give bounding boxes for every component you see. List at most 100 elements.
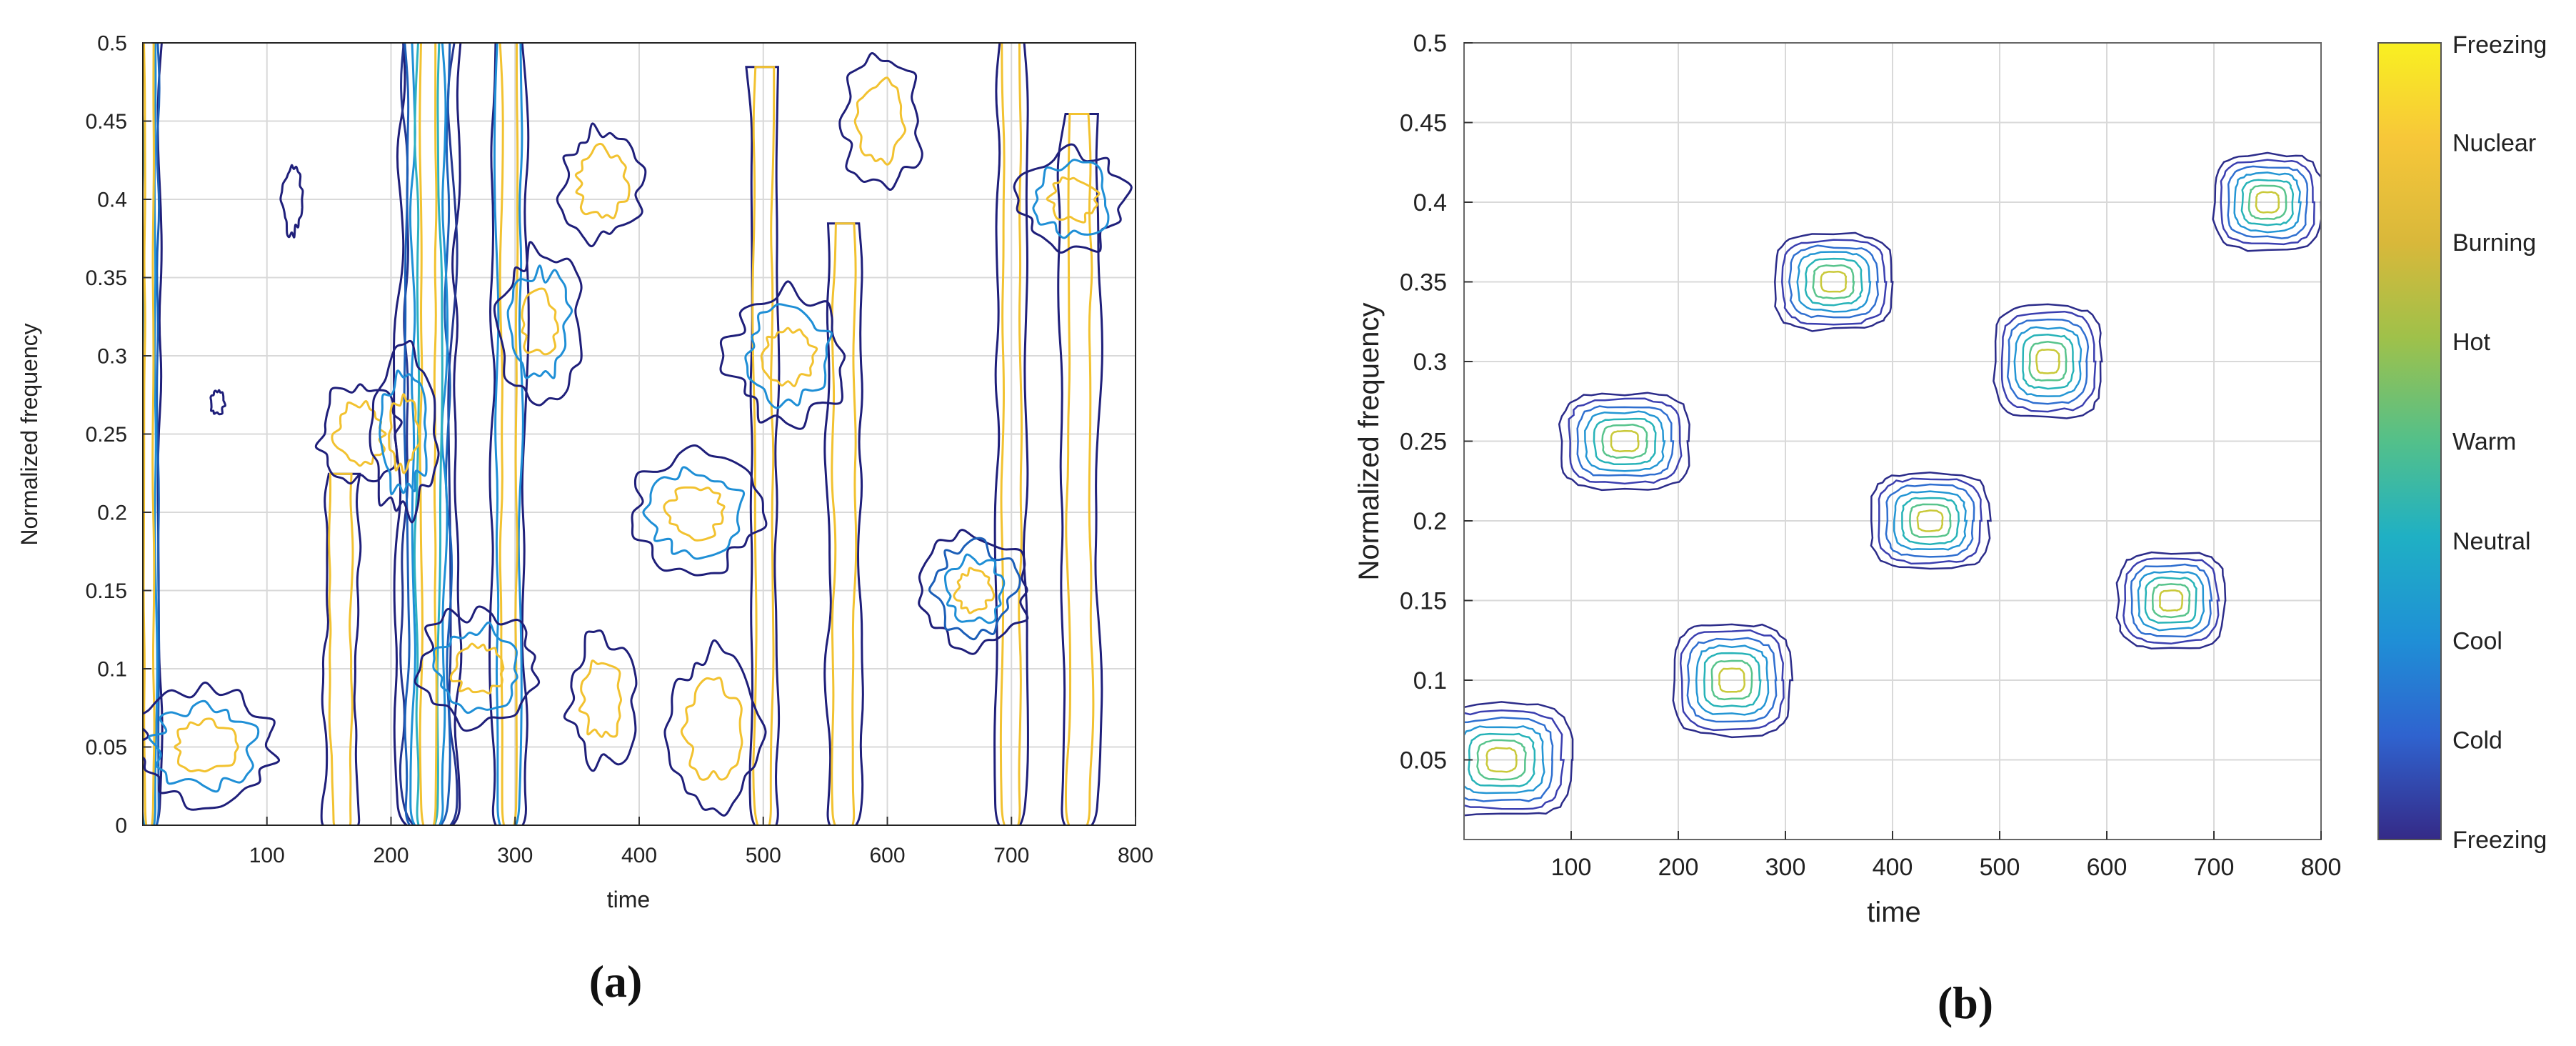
- panel-b-contours: [1464, 151, 2321, 817]
- contour-line: [409, 43, 449, 825]
- panel-a-contours: [143, 43, 1133, 825]
- panel-a-caption: (a): [589, 956, 643, 1007]
- contour-line: [1593, 417, 1657, 466]
- contour-line: [1485, 747, 1518, 773]
- contour-line: [155, 43, 164, 825]
- contour-line: [1774, 231, 1894, 332]
- contour-line: [1804, 257, 1863, 307]
- y-tick-label: 0.25: [1400, 428, 1447, 455]
- contour-line: [521, 287, 559, 356]
- contour-line: [1013, 143, 1133, 254]
- contour-line: [2130, 563, 2213, 638]
- y-tick-label: 0.35: [86, 267, 127, 290]
- contour-line: [1812, 264, 1855, 299]
- x-tick-label: 300: [497, 844, 533, 867]
- panel-a-y-ticks: 0 0.05 0.1 0.15 0.2 0.25 0.3 0.35 0.4 0.45 0.5: [86, 32, 151, 838]
- contour-line: [403, 43, 453, 825]
- contour-line: [1901, 497, 1960, 546]
- contour-line: [1909, 503, 1952, 538]
- contour-line: [2220, 159, 2315, 246]
- contour-line: [2123, 557, 2220, 645]
- contour-line: [1568, 397, 1683, 485]
- y-tick-label: 0.2: [1413, 508, 1447, 535]
- contour-line: [320, 472, 362, 825]
- contour-line: [1878, 477, 1983, 565]
- contour-line: [1464, 701, 1574, 817]
- colorbar-label: Neutral: [2452, 528, 2531, 555]
- y-tick-label: 0: [115, 815, 127, 838]
- contour-line: [1710, 659, 1753, 701]
- colorbar-label: Nuclear: [2452, 129, 2536, 156]
- contour-line: [419, 43, 438, 825]
- contour-line: [279, 164, 304, 239]
- contour-line: [506, 264, 573, 379]
- colorbar-label: Cool: [2452, 627, 2502, 654]
- contour-line: [1576, 405, 1675, 477]
- contour-line: [2240, 179, 2295, 226]
- contour-line: [1032, 159, 1110, 239]
- panel-a-x-ticks: 100 200 300 400 500 600 700 800: [249, 817, 1153, 867]
- contour-line: [1993, 303, 2103, 419]
- contour-line: [2115, 551, 2227, 649]
- contour-line: [2247, 184, 2287, 220]
- x-tick-label: 700: [993, 844, 1029, 867]
- contour-line: [209, 389, 227, 416]
- y-tick-label: 0.1: [1413, 667, 1447, 694]
- y-tick-label: 0.3: [97, 345, 127, 369]
- x-tick-label: 600: [869, 844, 905, 867]
- contour-line: [449, 642, 505, 694]
- colorbar-label: Warm: [2452, 429, 2516, 456]
- contour-line: [1893, 490, 1968, 551]
- colorbar-label: Burning: [2452, 229, 2536, 256]
- contour-line: [1703, 652, 1762, 708]
- contour-line: [498, 43, 519, 825]
- x-tick-label: 200: [373, 844, 409, 867]
- contour-line: [2233, 171, 2302, 234]
- contour-line: [413, 43, 443, 825]
- panel-a-y-axis-label: Normalized frequency: [16, 323, 42, 545]
- panel-a-grid: [143, 43, 1136, 825]
- contour-line: [2137, 570, 2205, 632]
- x-tick-label: 100: [249, 844, 285, 867]
- panel-b-y-ticks: 0.05 0.1 0.15 0.2 0.25 0.3 0.35 0.4 0.45 0.5: [1400, 30, 1473, 774]
- contour-line: [1916, 509, 1944, 532]
- contour-line: [744, 303, 833, 409]
- contour-line: [838, 52, 923, 191]
- contour-line: [493, 241, 583, 407]
- contour-line: [943, 553, 1006, 624]
- y-tick-label: 0.45: [86, 110, 127, 134]
- contour-line: [953, 567, 996, 614]
- contour-line: [1718, 667, 1746, 693]
- colorbar-label: Cold: [2452, 727, 2502, 754]
- contour-line: [1672, 623, 1794, 739]
- contour-line: [143, 43, 156, 825]
- contour-line: [760, 327, 818, 387]
- contour-line: [2035, 349, 2061, 374]
- contour-line: [1679, 629, 1785, 732]
- contour-line: [823, 222, 864, 825]
- contour-line: [432, 621, 518, 714]
- panel-b-x-axis-label: time: [1867, 897, 1921, 928]
- y-tick-label: 0.5: [1413, 30, 1447, 57]
- contour-line: [999, 43, 1023, 825]
- contour-line: [1464, 717, 1554, 802]
- contour-line: [2212, 151, 2321, 252]
- x-tick-label: 700: [2194, 854, 2235, 881]
- contour-line: [663, 486, 726, 542]
- contour-line: [2159, 589, 2184, 612]
- y-tick-label: 0.05: [1400, 747, 1447, 774]
- y-tick-label: 0.4: [1413, 189, 1447, 216]
- contour-line: [1870, 472, 1992, 570]
- contour-line: [853, 76, 907, 166]
- colorbar-labels: Freezing Nuclear Burning Hot Warm Neutral Cool…: [2452, 31, 2547, 854]
- contour-line: [1584, 410, 1666, 472]
- colorbar-label: Hot: [2452, 329, 2490, 356]
- x-tick-label: 400: [1873, 854, 1913, 881]
- contour-line: [680, 677, 743, 781]
- contour-line: [392, 43, 463, 825]
- y-tick-label: 0.5: [97, 32, 127, 56]
- contour-line: [1788, 244, 1879, 319]
- contour-line: [379, 369, 428, 495]
- contour-line: [1464, 709, 1565, 810]
- contour-line: [1796, 251, 1872, 313]
